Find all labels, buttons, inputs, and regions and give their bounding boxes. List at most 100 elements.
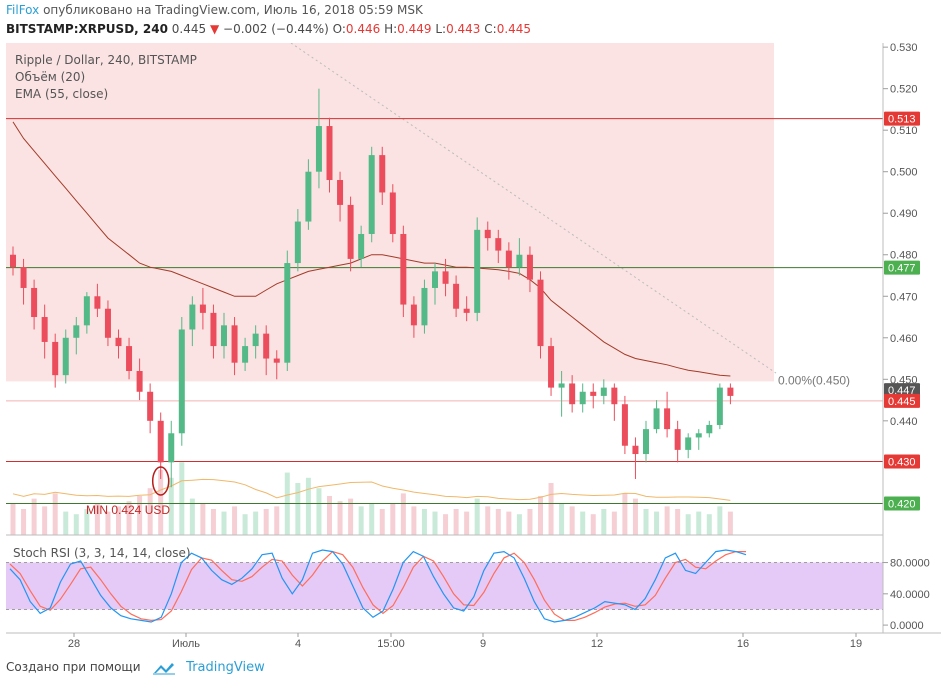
time-tick-label: 4 <box>295 638 301 650</box>
volume-bar <box>411 506 417 535</box>
candle[interactable] <box>432 263 438 305</box>
candle[interactable] <box>653 400 660 434</box>
time-tick-label: 16 <box>737 638 749 650</box>
candle[interactable] <box>83 292 90 334</box>
candle[interactable] <box>136 358 143 401</box>
price-tick-label: 0.510 <box>890 125 918 137</box>
candle[interactable] <box>221 312 227 359</box>
stoch-axis[interactable]: 80.0000 40.0000 0.0000 <box>883 558 930 633</box>
candle[interactable] <box>41 304 48 359</box>
candle[interactable] <box>463 296 470 322</box>
candle[interactable] <box>315 88 322 189</box>
candle[interactable] <box>62 329 69 384</box>
candle[interactable] <box>442 258 449 297</box>
candle[interactable] <box>337 171 344 222</box>
candle[interactable] <box>294 209 301 272</box>
candle[interactable] <box>727 383 734 405</box>
price-change: −0.002 (−0.44%) <box>223 22 329 36</box>
candle[interactable] <box>347 196 354 272</box>
volume-bar <box>42 506 48 535</box>
candle[interactable] <box>526 246 533 293</box>
min-marker-ellipse <box>151 466 170 496</box>
candle[interactable] <box>379 146 386 205</box>
candle-body <box>410 304 417 326</box>
candle[interactable] <box>199 287 206 330</box>
candle[interactable] <box>695 429 702 450</box>
candle[interactable] <box>474 217 481 322</box>
footer: Создано при помощи TradingView <box>6 660 265 675</box>
candle[interactable] <box>558 371 565 417</box>
time-axis[interactable]: 28 Июль 4 15:00 9 12 16 19 <box>68 633 862 650</box>
volume-bar <box>632 498 638 535</box>
candle[interactable] <box>516 238 523 276</box>
candle[interactable] <box>716 383 723 430</box>
candle[interactable] <box>548 337 555 396</box>
candle[interactable] <box>495 229 502 264</box>
candle-body <box>558 383 565 388</box>
volume-bar <box>295 483 301 535</box>
author-name[interactable]: FilFox <box>6 3 40 17</box>
candle[interactable] <box>706 420 713 438</box>
candle[interactable] <box>600 379 607 405</box>
candle[interactable] <box>484 221 491 251</box>
candle-body <box>199 304 206 313</box>
candle[interactable] <box>643 420 649 463</box>
chart-canvas[interactable]: MIN 0.424 USD 0.00%(0.450) 0.5300.5200.5… <box>6 43 941 658</box>
candle[interactable] <box>73 317 80 355</box>
candle[interactable] <box>273 350 280 380</box>
candle[interactable] <box>410 296 417 338</box>
candle[interactable] <box>10 246 16 276</box>
symbol-name[interactable]: BITSTAMP:XRPUSD, 240 <box>6 22 168 36</box>
price-axis[interactable]: 0.530 0.520 0.510 0.500 0.490 0.480 0.470 0.460… <box>883 43 918 428</box>
tradingview-link[interactable]: TradingView <box>186 660 265 675</box>
candle[interactable] <box>115 329 122 359</box>
candle[interactable] <box>453 275 460 318</box>
candle[interactable] <box>611 383 618 421</box>
candle-body <box>231 325 238 363</box>
candle[interactable] <box>242 337 249 371</box>
candle[interactable] <box>326 117 333 193</box>
candle-body <box>126 346 133 371</box>
candle[interactable] <box>537 271 544 359</box>
candle[interactable] <box>590 383 597 409</box>
candle[interactable] <box>94 283 101 318</box>
candle[interactable] <box>358 225 365 268</box>
candle[interactable] <box>389 184 396 243</box>
candle[interactable] <box>231 317 238 376</box>
candle[interactable] <box>189 296 196 347</box>
candle[interactable] <box>579 383 586 413</box>
candle[interactable] <box>52 333 59 388</box>
candle-body <box>263 333 270 359</box>
candle-body <box>695 433 702 438</box>
open-value: 0.446 <box>345 22 381 36</box>
candle[interactable] <box>421 279 428 334</box>
candle-body <box>73 325 80 338</box>
candle[interactable] <box>168 420 175 488</box>
candle[interactable] <box>31 279 38 330</box>
candle-body <box>421 287 428 326</box>
candle-body <box>168 433 175 463</box>
price-tick-label: 0.470 <box>890 291 918 303</box>
candle[interactable] <box>400 225 407 318</box>
candle[interactable] <box>674 420 681 463</box>
candle[interactable] <box>305 159 312 230</box>
candle-body <box>442 271 449 284</box>
candle[interactable] <box>126 337 133 380</box>
candle[interactable] <box>505 242 512 280</box>
candle[interactable] <box>621 395 628 455</box>
time-tick-label: 9 <box>480 638 486 650</box>
candle[interactable] <box>632 437 639 479</box>
candle[interactable] <box>664 391 671 438</box>
candle[interactable] <box>263 325 270 376</box>
candle[interactable] <box>178 317 185 446</box>
candle[interactable] <box>20 258 27 305</box>
candle[interactable] <box>157 412 164 479</box>
candle[interactable] <box>147 383 154 434</box>
candle[interactable] <box>104 300 111 347</box>
candle[interactable] <box>368 146 375 243</box>
candle[interactable] <box>685 433 692 459</box>
candle[interactable] <box>252 325 259 359</box>
candle[interactable] <box>284 250 291 371</box>
candle[interactable] <box>569 375 576 413</box>
candle[interactable] <box>210 304 217 359</box>
